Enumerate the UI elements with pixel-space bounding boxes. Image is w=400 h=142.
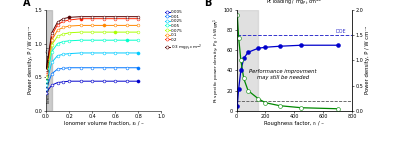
X-axis label: Ionomer volume fraction, εᵢ / –: Ionomer volume fraction, εᵢ / – (64, 121, 144, 126)
Text: Performance improvment
may still be needed: Performance improvment may still be need… (249, 69, 316, 80)
Text: Pt loading / mg$_{Pt}$ cm$^{-2}$: Pt loading / mg$_{Pt}$ cm$^{-2}$ (266, 0, 322, 7)
Bar (46, 10, 52, 111)
Text: Ionomer too thin (low σₚᵉᶠᵉ): Ionomer too thin (low σₚᵉᶠᵉ) (47, 47, 51, 103)
Y-axis label: Pt specific power density, P$_{Pt}$ / kW g$_{Pt}^{-1}$: Pt specific power density, P$_{Pt}$ / kW… (212, 18, 222, 103)
Text: DOE: DOE (336, 29, 346, 34)
Bar (236, 10, 258, 111)
Y-axis label: Power density, P / W cm⁻²: Power density, P / W cm⁻² (28, 26, 33, 94)
Text: B: B (204, 0, 212, 8)
Legend: 0.005, 0.01, 0.025, 0.05, 0.075, 0.1, 0.2, 0.3 mg$_{Pt}$ cm$^{-2}$: 0.005, 0.01, 0.025, 0.05, 0.075, 0.1, 0.… (165, 10, 202, 53)
Text: A: A (23, 0, 30, 8)
Y-axis label: Power density, P / W cm⁻²: Power density, P / W cm⁻² (365, 26, 370, 94)
X-axis label: Roughness factor, rᵢ / –: Roughness factor, rᵢ / – (264, 121, 324, 126)
